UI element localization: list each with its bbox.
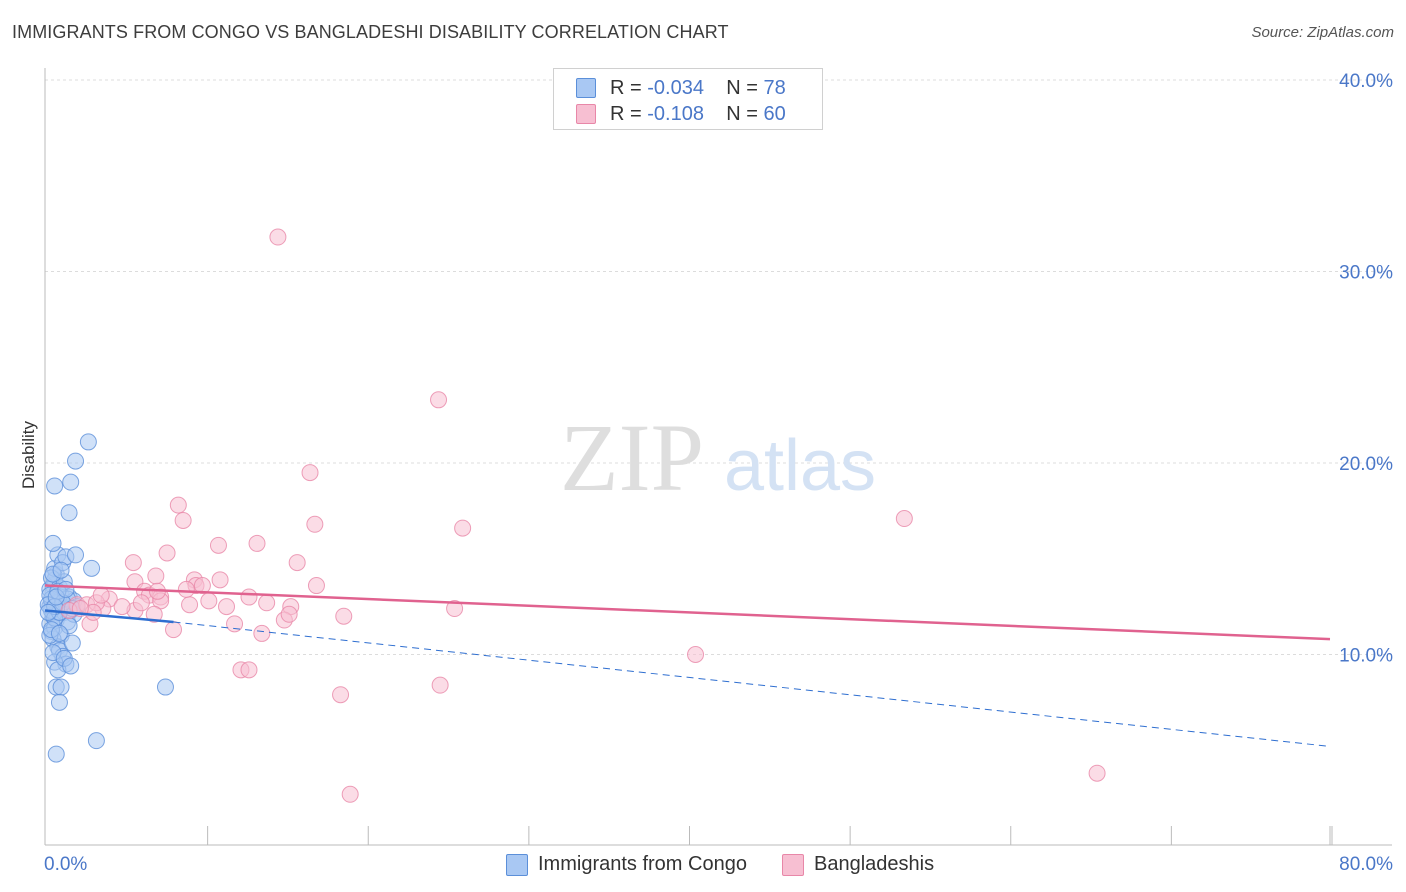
- bangladeshi-point: [92, 586, 110, 604]
- bangladeshi-trend-line: [44, 584, 1331, 641]
- congo-point: [50, 693, 68, 711]
- tick-labels: 10.0% 20.0% 30.0% 40.0% 0.0% 80.0%: [44, 71, 1393, 875]
- legend-label: Bangladeshis: [814, 853, 935, 875]
- bangladeshi-point: [145, 605, 163, 623]
- congo-point: [44, 534, 62, 552]
- r-label: R =: [610, 103, 642, 125]
- congo-point: [63, 634, 81, 652]
- n-label: N =: [726, 103, 758, 125]
- bangladeshi-point: [169, 496, 187, 514]
- bangladeshi-point: [332, 686, 350, 704]
- r-label: R =: [610, 77, 642, 99]
- bangladeshi-point: [181, 596, 199, 614]
- legend-label: Immigrants from Congo: [538, 853, 747, 875]
- bangladeshi-point: [240, 588, 258, 606]
- bangladeshi-point: [269, 228, 287, 246]
- bangladeshi-point: [240, 661, 258, 679]
- r-value: -0.034: [647, 77, 704, 99]
- bangladeshi-point: [193, 577, 211, 595]
- bangladeshi-point: [687, 646, 705, 663]
- bangladeshi-point: [454, 519, 472, 537]
- grid-lines: [45, 79, 1392, 655]
- bangladeshi-point: [158, 544, 176, 562]
- n-label: N =: [726, 77, 758, 99]
- congo-swatch: [576, 78, 596, 98]
- bangladeshi-point: [430, 391, 448, 409]
- axes: [44, 68, 1392, 846]
- stats-legend: R = -0.034 N = 78 R = -0.108 N = 60: [553, 68, 823, 130]
- bangladeshi-point: [132, 594, 150, 612]
- bangladeshi-point: [209, 536, 227, 554]
- bangladeshi-point: [174, 511, 192, 529]
- congo-point: [67, 452, 85, 470]
- congo-point: [46, 477, 64, 495]
- bangladeshi-point: [301, 464, 319, 482]
- watermark: ZIP atlas: [560, 404, 876, 511]
- congo-trend-extended: [173, 621, 1331, 747]
- x-tick-label: 80.0%: [1339, 854, 1393, 875]
- bangladeshi-point: [1088, 764, 1106, 782]
- congo-point: [83, 559, 101, 577]
- y-tick-label: 30.0%: [1339, 263, 1393, 284]
- congo-point: [57, 580, 75, 598]
- bangladeshi-point: [211, 571, 229, 589]
- congo-point: [87, 732, 105, 750]
- congo-point: [50, 624, 68, 642]
- bangladeshi-point: [895, 510, 913, 528]
- bangladeshi-point: [258, 594, 276, 612]
- bangladeshi-point: [335, 607, 353, 625]
- congo-legend-swatch: [506, 854, 528, 876]
- congo-point: [62, 657, 80, 675]
- bangladeshi-point: [280, 605, 298, 623]
- bangladeshi-point: [288, 554, 306, 572]
- congo-trend-line: [44, 609, 174, 624]
- congo-point: [156, 678, 174, 696]
- bangladeshi-point: [248, 534, 266, 552]
- bangladeshi-point: [341, 785, 359, 803]
- bangladeshi-point: [113, 598, 131, 616]
- bangladeshi-point: [446, 600, 464, 618]
- bangladeshi-point: [226, 615, 244, 633]
- bangladeshi-point: [165, 621, 182, 639]
- watermark-zip: ZIP: [560, 404, 704, 511]
- n-value: 78: [763, 77, 786, 99]
- watermark-atlas: atlas: [724, 426, 876, 506]
- n-value: 60: [763, 103, 786, 125]
- bangladeshi-point: [253, 624, 271, 642]
- y-tick-label: 10.0%: [1339, 646, 1393, 667]
- series-legend: Immigrants from Congo Bangladeshis: [0, 850, 1406, 880]
- bangladeshi-point: [431, 676, 449, 694]
- bangladeshi-swatch: [576, 104, 596, 124]
- source-credit: Source: ZipAtlas.com: [1251, 24, 1394, 41]
- congo-point: [60, 504, 78, 522]
- y-tick-label: 40.0%: [1339, 71, 1393, 92]
- bangladeshi-point: [147, 567, 165, 585]
- bangladeshi-point: [306, 515, 324, 533]
- data-points: [39, 228, 1106, 803]
- chart-title: IMMIGRANTS FROM CONGO VS BANGLADESHI DIS…: [12, 22, 729, 42]
- bangladeshi-point: [307, 577, 325, 595]
- bangladeshi-point: [218, 598, 236, 616]
- bangladeshi-point: [200, 592, 218, 610]
- congo-point: [47, 745, 65, 763]
- congo-point: [52, 561, 70, 579]
- bangladeshi-point: [124, 554, 142, 572]
- y-axis-label: Disability: [19, 420, 38, 489]
- r-value: -0.108: [647, 103, 704, 125]
- y-tick-label: 20.0%: [1339, 454, 1393, 475]
- congo-point: [62, 473, 80, 491]
- congo-point: [79, 433, 97, 451]
- bangladeshi-point: [177, 580, 195, 598]
- bangladeshi-legend-swatch: [782, 854, 804, 876]
- congo-point: [52, 678, 70, 696]
- x-tick-label: 0.0%: [44, 854, 87, 875]
- trend-lines: [44, 584, 1331, 747]
- congo-point: [67, 546, 85, 564]
